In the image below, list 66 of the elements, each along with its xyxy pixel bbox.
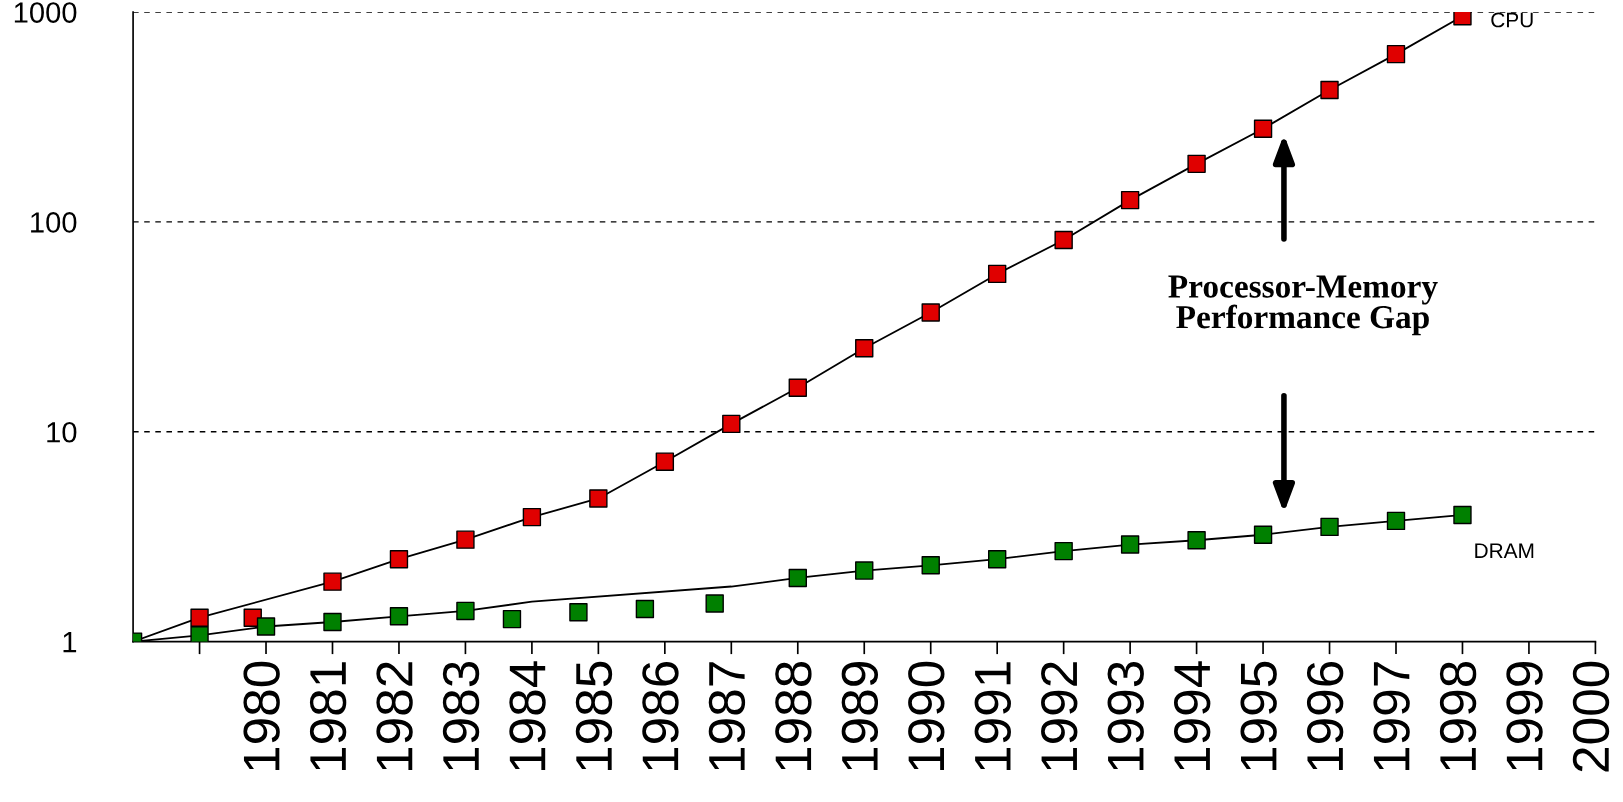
point — [1187, 531, 1206, 550]
point — [655, 452, 675, 471]
point — [456, 530, 475, 549]
point — [987, 549, 1007, 569]
point — [569, 603, 588, 622]
point — [190, 608, 209, 627]
annotation: Processor-Memory Performance Gap — [1168, 275, 1438, 336]
point — [1320, 80, 1339, 100]
y-tick-label: 100 — [31, 212, 77, 233]
x-tick-label: 1989 — [841, 662, 879, 771]
point — [1187, 154, 1206, 174]
x-tick-label: 1986 — [642, 661, 679, 771]
point — [635, 599, 655, 619]
point — [788, 568, 807, 588]
x-tick-label: 1999 — [1506, 662, 1543, 771]
y-tick-label: 1000 — [14, 2, 77, 23]
point — [1386, 44, 1406, 64]
point — [855, 339, 874, 358]
point — [456, 601, 475, 621]
x-tick-label: 1990 — [908, 661, 945, 771]
x-tick-label: 1984 — [509, 661, 546, 771]
point — [705, 594, 724, 613]
point — [788, 378, 807, 397]
point — [921, 556, 940, 575]
point — [256, 617, 276, 636]
x-tick-label: 1993 — [1107, 661, 1144, 771]
series-label: CPU — [1491, 12, 1533, 28]
x-tick-label: 1985 — [575, 661, 613, 771]
x-tick-label: 1991 — [974, 662, 1011, 771]
x-tick-label: 1997 — [1373, 662, 1410, 771]
x-tick-label: 1987 — [708, 662, 746, 771]
point — [522, 507, 542, 527]
series-label: DRAM — [1475, 543, 1534, 558]
point — [1120, 535, 1140, 554]
point — [323, 612, 342, 632]
point — [1253, 119, 1273, 138]
x-tick-label: 1996 — [1306, 661, 1344, 771]
point — [1253, 525, 1273, 544]
y-tick-label: 1 — [63, 632, 77, 653]
point — [921, 303, 940, 322]
point — [589, 489, 608, 508]
point — [190, 626, 209, 642]
point — [722, 414, 741, 434]
x-tick-label: 1982 — [376, 662, 413, 771]
x-tick-label: 1983 — [442, 661, 480, 771]
x-tick-label: 1995 — [1240, 661, 1277, 771]
point — [855, 561, 874, 580]
x-tick-label: 2000 — [1572, 661, 1610, 772]
x-tick-label: 1992 — [1041, 662, 1078, 771]
y-tick-label: 10 — [47, 421, 77, 443]
point — [389, 607, 409, 626]
point — [502, 609, 522, 629]
point — [1054, 230, 1073, 250]
x-tick-label: 1981 — [309, 662, 347, 771]
point — [323, 572, 342, 591]
point — [389, 549, 409, 569]
point — [1054, 541, 1073, 561]
x-tick-label: 1980 — [243, 661, 280, 771]
point — [1453, 505, 1472, 525]
point — [1320, 517, 1339, 537]
point — [1120, 190, 1140, 210]
x-tick-label: 1994 — [1174, 661, 1211, 771]
x-tick-label: 1988 — [775, 661, 812, 771]
x-tick-label: 1998 — [1439, 661, 1477, 771]
point — [987, 264, 1007, 284]
point — [1386, 511, 1406, 531]
